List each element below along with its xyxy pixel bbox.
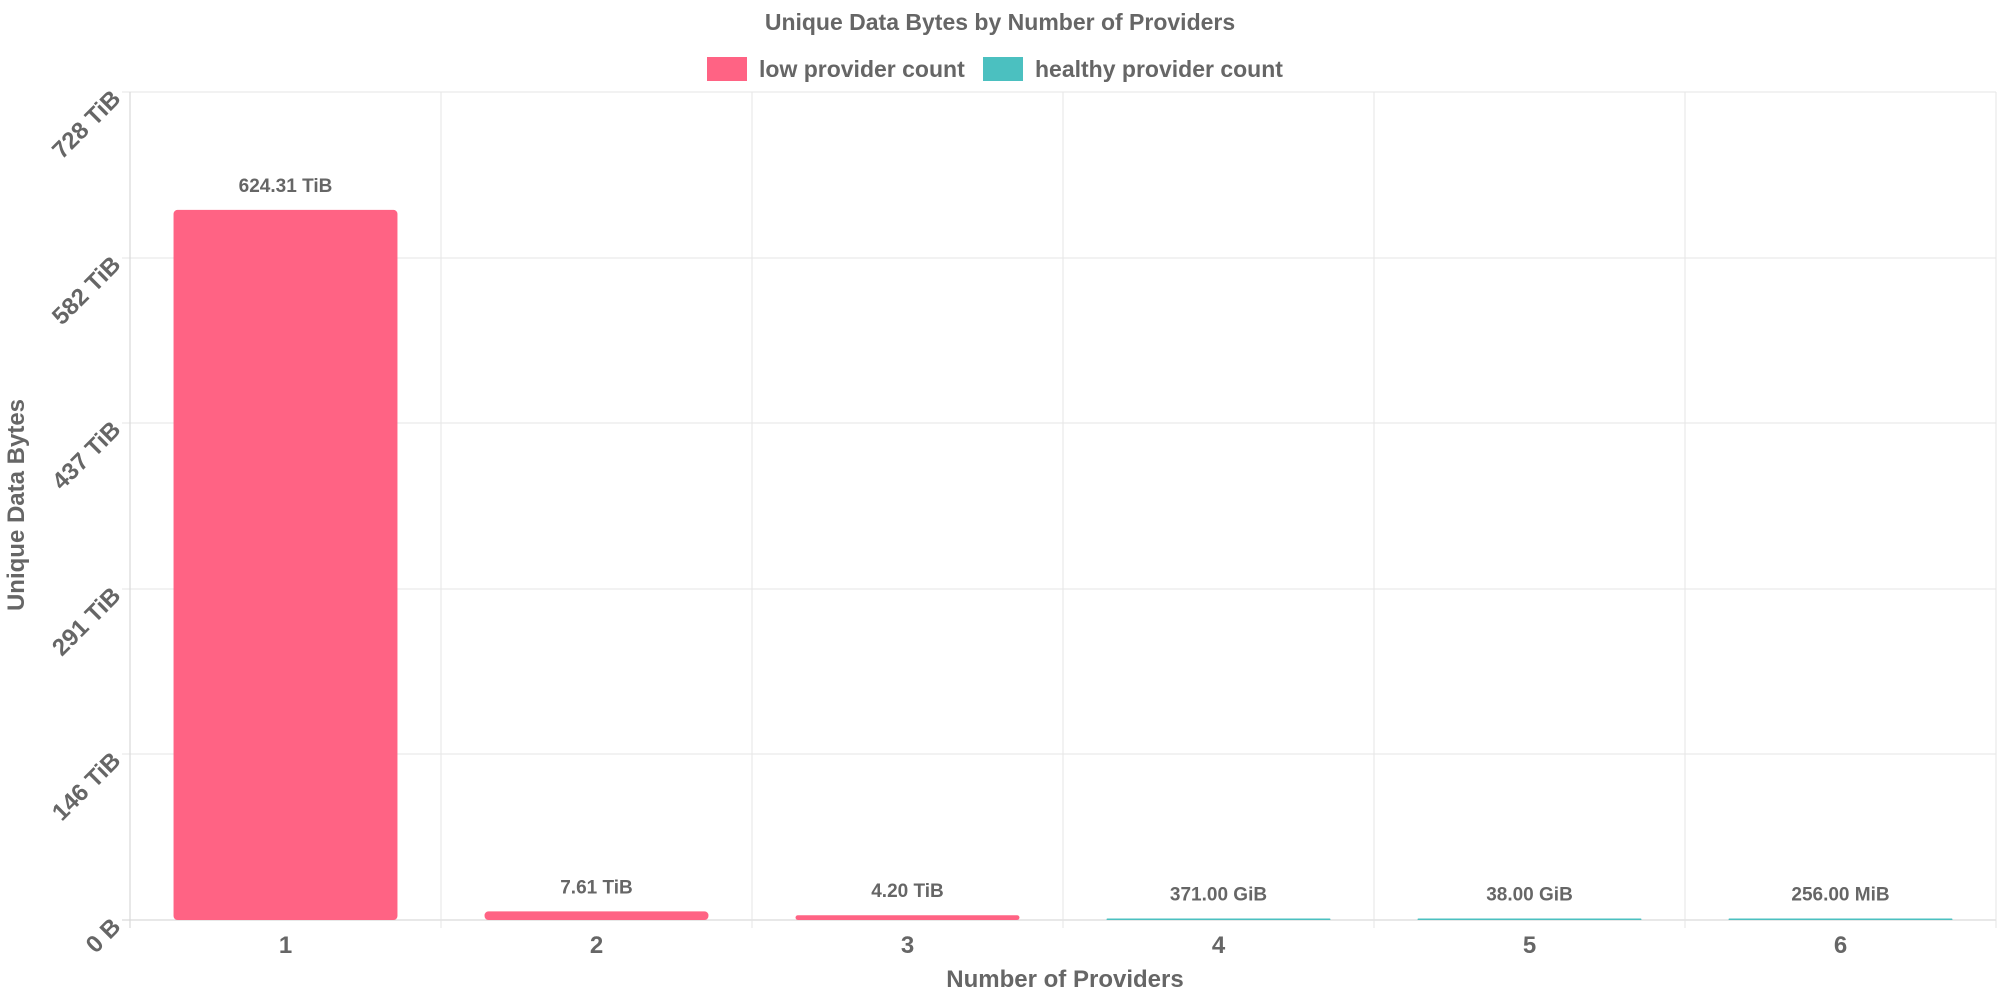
x-tick-label: 4 <box>1212 932 1226 959</box>
x-tick-label: 3 <box>901 932 914 959</box>
legend: low provider count healthy provider coun… <box>707 56 1283 82</box>
y-axis-title: Unique Data Bytes <box>3 399 30 611</box>
data-label-providers-3: 4.20 TiB <box>871 881 944 902</box>
legend-label-healthy-provider-count: healthy provider count <box>1035 56 1283 82</box>
data-label-providers-5: 38.00 GiB <box>1486 885 1573 906</box>
bar-providers-4[interactable] <box>1106 918 1331 921</box>
data-label-providers-4: 371.00 GiB <box>1170 885 1267 906</box>
bar-providers-5[interactable] <box>1417 918 1642 921</box>
legend-label-low-provider-count: low provider count <box>759 56 965 82</box>
bar-providers-3[interactable] <box>795 915 1020 920</box>
legend-swatch-low-provider-count <box>707 57 747 81</box>
bar-providers-6[interactable] <box>1728 918 1953 921</box>
x-axis-ticks: 1 2 3 4 5 6 <box>279 932 1847 959</box>
y-tick-label: 437 TiB <box>47 416 126 495</box>
data-label-providers-2: 7.61 TiB <box>560 877 633 898</box>
x-axis-title: Number of Providers <box>946 966 1183 993</box>
data-labels: 624.31 TiB 7.61 TiB 4.20 TiB 371.00 GiB 38.0… <box>239 176 1890 906</box>
y-tick-label: 728 TiB <box>47 85 126 164</box>
x-tick-label: 6 <box>1834 932 1847 959</box>
bar-providers-1[interactable] <box>173 209 398 921</box>
legend-item-healthy-provider-count[interactable]: healthy provider count <box>983 56 1283 82</box>
legend-item-low-provider-count[interactable]: low provider count <box>707 56 965 82</box>
y-tick-label: 146 TiB <box>47 747 126 826</box>
x-tick-label: 1 <box>279 932 292 959</box>
bars <box>173 209 1953 921</box>
chart-title: Unique Data Bytes by Number of Providers <box>765 9 1235 35</box>
x-tick-label: 5 <box>1523 932 1536 959</box>
legend-swatch-healthy-provider-count <box>983 57 1023 81</box>
data-label-providers-6: 256.00 MiB <box>1791 885 1889 906</box>
y-tick-label: 582 TiB <box>47 251 126 330</box>
grid-lines <box>122 91 1997 928</box>
x-tick-label: 2 <box>590 932 603 959</box>
data-label-providers-1: 624.31 TiB <box>239 176 333 197</box>
y-tick-label: 0 B <box>81 913 127 959</box>
y-axis-ticks: 0 B 146 TiB 291 TiB 437 TiB 582 TiB 728 TiB <box>47 85 126 959</box>
bar-providers-2[interactable] <box>484 911 709 920</box>
y-tick-label: 291 TiB <box>47 582 126 661</box>
